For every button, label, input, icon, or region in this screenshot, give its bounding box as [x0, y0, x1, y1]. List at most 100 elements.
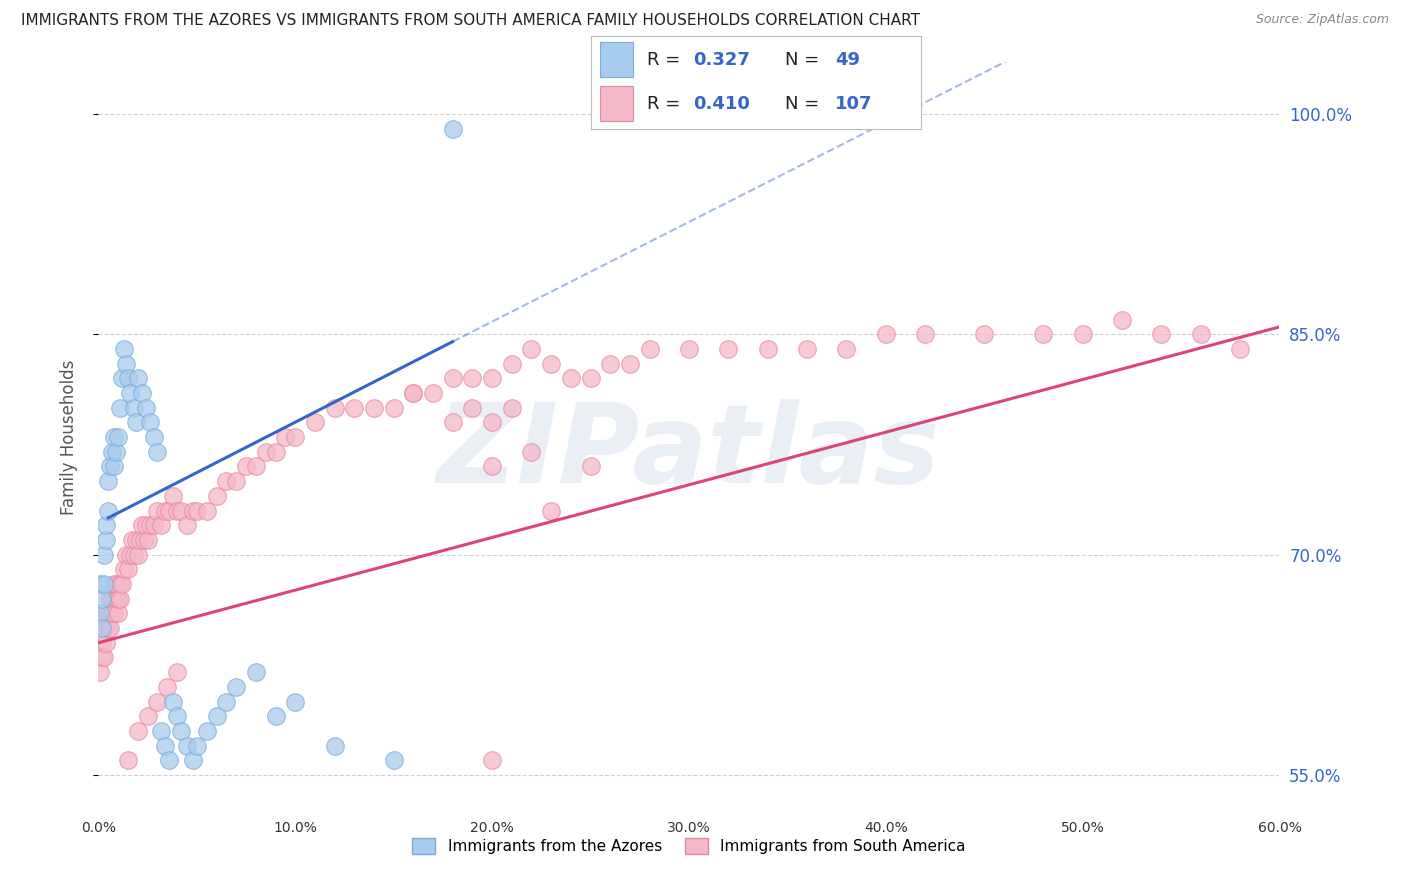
Point: [363, 401, 385, 415]
Point: [186, 739, 208, 753]
Point: [150, 723, 173, 738]
Point: [264, 709, 287, 723]
Point: [112, 342, 135, 356]
Text: R =: R =: [647, 95, 686, 112]
Point: [107, 591, 129, 606]
Point: [117, 753, 139, 767]
Point: [162, 489, 184, 503]
Point: [91, 636, 114, 650]
Point: [245, 665, 267, 680]
Point: [97, 621, 120, 635]
Point: [122, 548, 145, 562]
Point: [284, 694, 307, 708]
Legend: Immigrants from the Azores, Immigrants from South America: Immigrants from the Azores, Immigrants f…: [406, 832, 972, 860]
Bar: [600, 87, 634, 121]
Point: [481, 753, 503, 767]
Text: ZIPatlas: ZIPatlas: [437, 399, 941, 506]
Point: [245, 459, 267, 474]
Point: [91, 591, 114, 606]
Point: [284, 430, 307, 444]
Point: [520, 444, 543, 458]
Point: [1111, 312, 1133, 326]
Point: [181, 753, 204, 767]
Point: [304, 416, 326, 430]
Point: [599, 357, 621, 371]
Point: [146, 444, 169, 458]
Point: [117, 371, 139, 385]
Text: N =: N =: [786, 95, 825, 112]
Point: [195, 503, 218, 517]
Point: [520, 342, 543, 356]
Point: [136, 827, 159, 841]
Point: [1229, 342, 1251, 356]
Point: [461, 371, 484, 385]
Point: [157, 753, 180, 767]
Point: [274, 430, 297, 444]
Point: [166, 503, 188, 517]
Point: [98, 591, 121, 606]
Point: [89, 577, 111, 591]
Point: [122, 401, 145, 415]
Point: [461, 401, 484, 415]
Point: [97, 474, 120, 488]
Text: Source: ZipAtlas.com: Source: ZipAtlas.com: [1256, 13, 1389, 27]
Point: [402, 386, 425, 401]
Point: [560, 371, 582, 385]
Point: [343, 401, 366, 415]
Point: [96, 518, 118, 533]
Point: [215, 474, 238, 488]
Text: 0.327: 0.327: [693, 51, 749, 69]
Point: [150, 518, 173, 533]
Point: [1032, 327, 1054, 342]
Point: [225, 680, 247, 694]
Point: [93, 577, 115, 591]
Point: [579, 371, 602, 385]
Point: [121, 533, 143, 547]
Point: [382, 753, 405, 767]
Point: [156, 680, 179, 694]
Point: [481, 416, 503, 430]
Point: [205, 709, 228, 723]
Text: 107: 107: [835, 95, 873, 112]
Point: [108, 401, 131, 415]
Point: [264, 444, 287, 458]
Point: [117, 562, 139, 576]
Point: [93, 548, 115, 562]
Point: [98, 621, 121, 635]
Point: [146, 694, 169, 708]
Point: [108, 577, 131, 591]
Point: [481, 459, 503, 474]
Point: [89, 607, 111, 621]
Point: [166, 665, 188, 680]
Point: [560, 841, 582, 855]
Point: [170, 723, 193, 738]
Point: [135, 518, 157, 533]
Point: [111, 577, 134, 591]
Point: [112, 562, 135, 576]
Point: [914, 327, 936, 342]
Point: [108, 591, 131, 606]
Point: [875, 327, 897, 342]
Point: [128, 533, 150, 547]
Point: [93, 621, 115, 635]
Text: N =: N =: [786, 51, 825, 69]
Point: [118, 386, 141, 401]
Y-axis label: Family Households: Family Households: [59, 359, 77, 515]
Point: [441, 371, 464, 385]
Point: [195, 723, 218, 738]
Point: [89, 665, 111, 680]
Point: [142, 518, 165, 533]
Point: [1189, 327, 1212, 342]
Point: [115, 548, 138, 562]
Point: [91, 650, 114, 665]
Point: [138, 416, 160, 430]
Point: [501, 401, 523, 415]
Point: [118, 548, 141, 562]
Point: [973, 327, 995, 342]
Point: [93, 650, 115, 665]
Point: [638, 342, 661, 356]
Point: [382, 401, 405, 415]
Point: [127, 723, 149, 738]
Point: [501, 357, 523, 371]
Point: [235, 459, 257, 474]
